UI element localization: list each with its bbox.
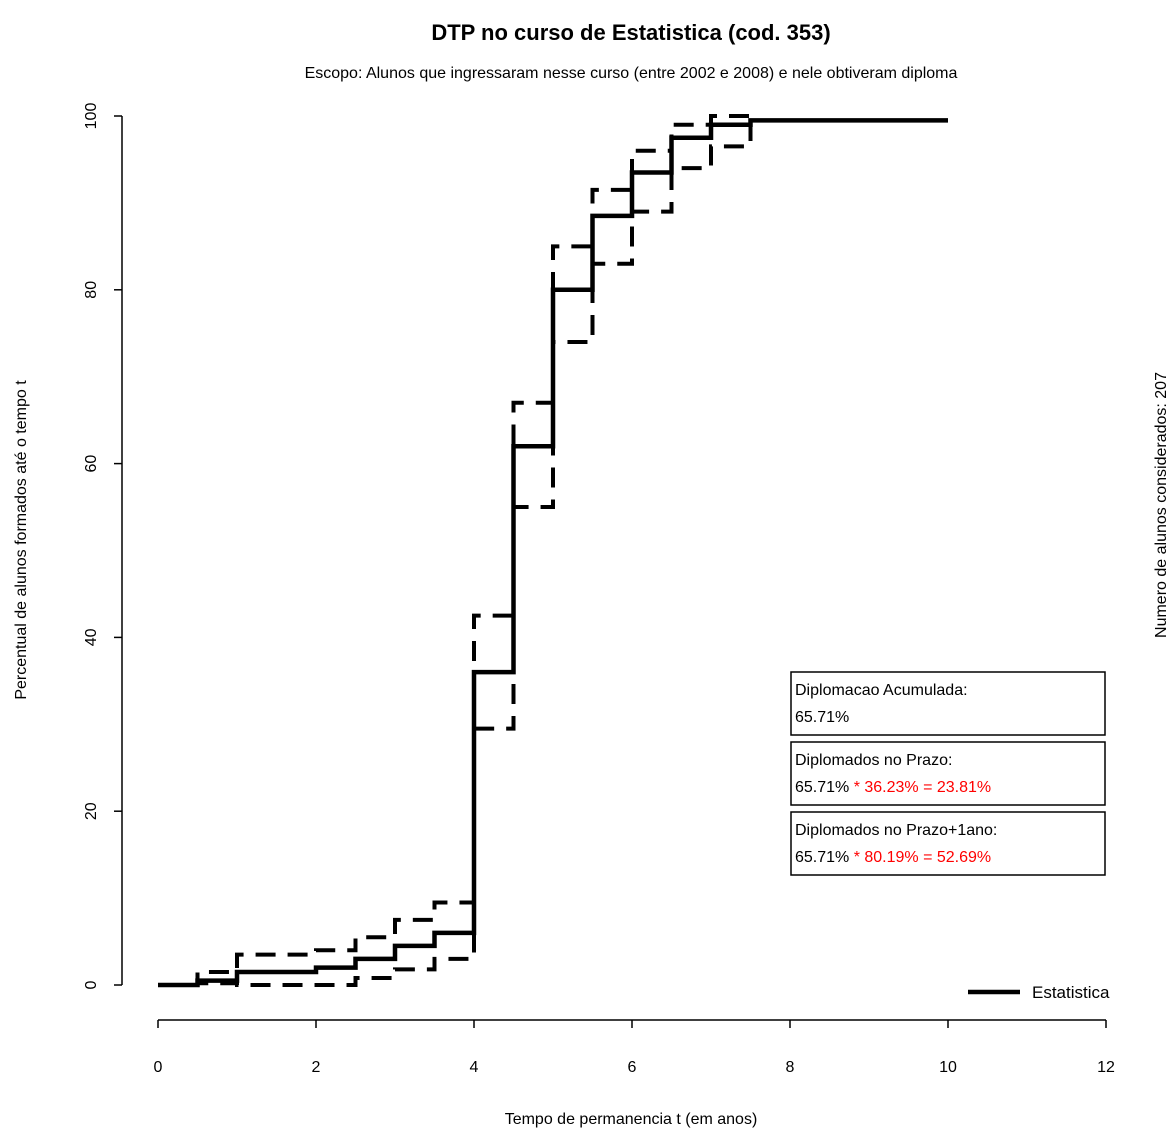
series-line-estatistica	[158, 118, 948, 988]
annotation-label: Diplomados no Prazo+1ano:	[795, 822, 997, 839]
annotation-box	[790, 811, 1106, 876]
chart-title: DTP no curso de Estatistica (cod. 353)	[431, 20, 830, 45]
chart-subtitle: Escopo: Alunos que ingressaram nesse cur…	[305, 65, 958, 82]
series-confidence-band-line	[158, 114, 751, 987]
annotation-label: Diplomacao Acumulada:	[795, 682, 968, 699]
annotation-box	[790, 671, 1106, 736]
x-tick-label: 6	[628, 1059, 637, 1076]
annotation-product: * 80.19% = 52.69%	[849, 849, 991, 866]
y-tick-label: 60	[83, 455, 100, 473]
series-confidence-band-line	[158, 120, 753, 987]
y-tick-label: 100	[83, 103, 100, 130]
annotation-box	[790, 741, 1106, 806]
legend: Estatistica	[968, 983, 1110, 1002]
y-tick-label: 40	[83, 628, 100, 646]
annotation-value: 65.71%	[795, 709, 849, 726]
y-tick-label: 80	[83, 281, 100, 299]
series-group	[158, 114, 948, 988]
annotation-label: Diplomados no Prazo:	[795, 752, 952, 769]
x-tick-label: 8	[786, 1059, 795, 1076]
annotation-value: 65.71% * 36.23% = 23.81%	[795, 779, 991, 796]
y-tick-label: 20	[83, 802, 100, 820]
axes: 0 2 4 6 8 10 12 0 20 40 60 80 100	[83, 103, 1115, 1076]
y-axis-label: Percentual de alunos formados até o temp…	[13, 380, 30, 700]
x-axis-label: Tempo de permanencia t (em anos)	[505, 1111, 758, 1128]
x-tick-label: 12	[1097, 1059, 1115, 1076]
x-tick-label: 4	[470, 1059, 479, 1076]
x-tick-label: 0	[154, 1059, 163, 1076]
x-tick-label: 10	[939, 1059, 957, 1076]
annotation-value: 65.71% * 80.19% = 52.69%	[795, 849, 991, 866]
y-tick-label: 0	[83, 980, 100, 989]
annotation-boxes: Diplomacao Acumulada: 65.71% Diplomados no…	[790, 671, 1106, 876]
x-tick-label: 2	[312, 1059, 321, 1076]
legend-label: Estatistica	[1032, 983, 1110, 1002]
annotation-product: * 36.23% = 23.81%	[849, 779, 991, 796]
sample-size-label: Numero de alunos considerados: 207	[1153, 372, 1170, 638]
